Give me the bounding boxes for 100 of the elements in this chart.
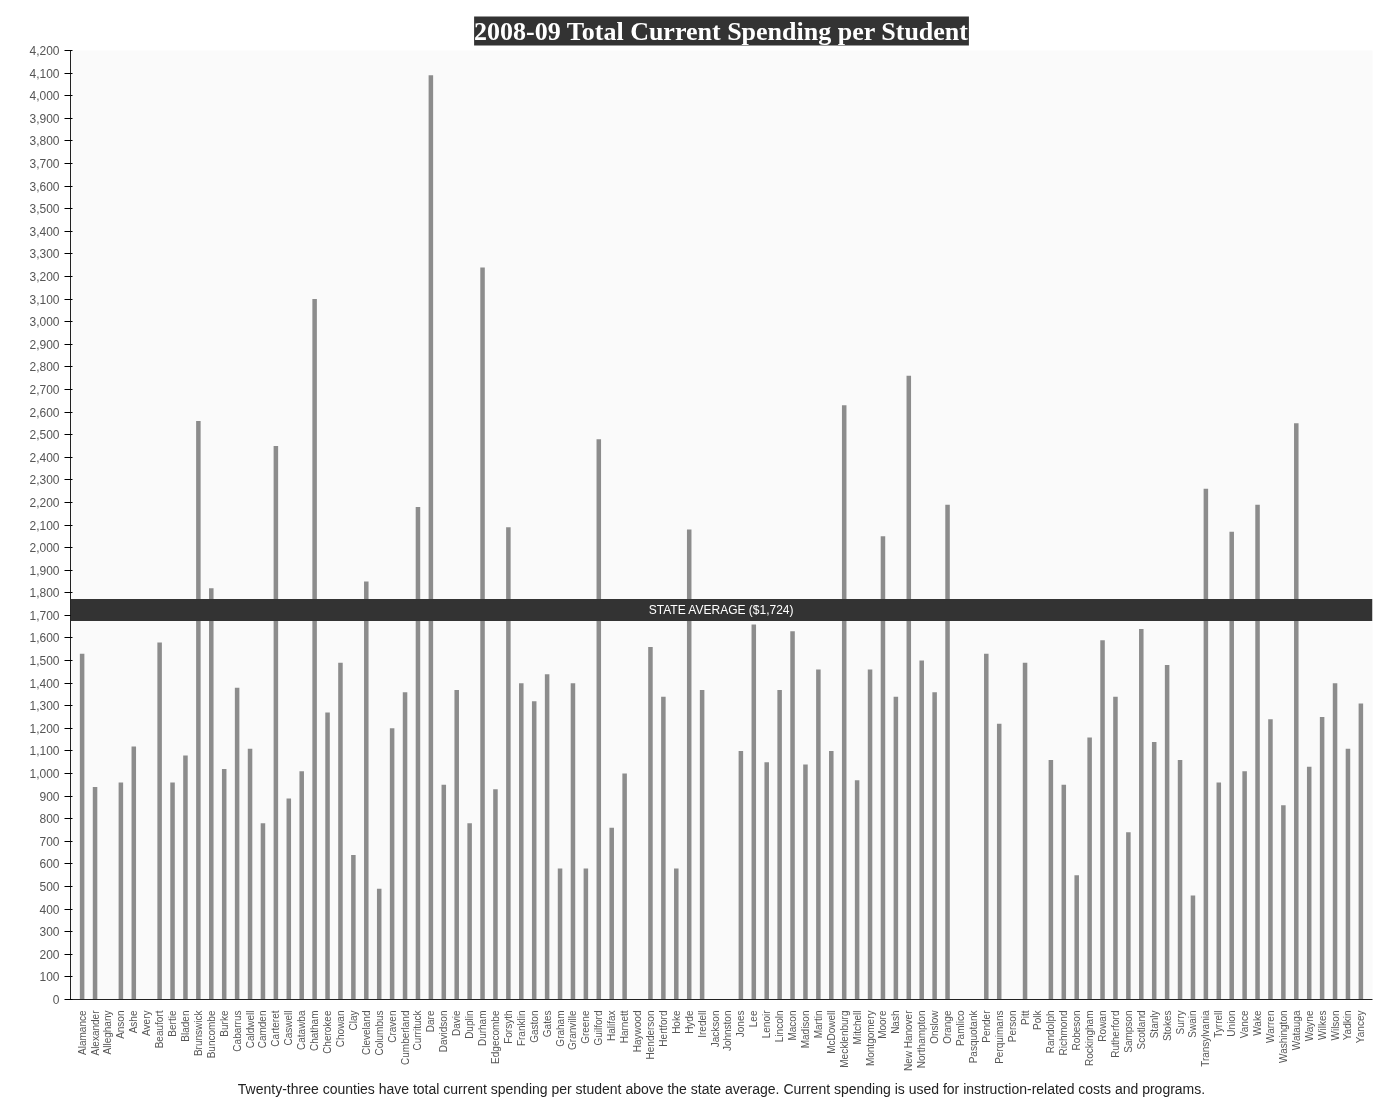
bar [945, 504, 950, 1000]
x-tick-label: Nash [890, 1010, 902, 1034]
bar [816, 669, 821, 1000]
x-tick-label: Tyrrell [1213, 1010, 1225, 1038]
y-tick-label: 2,600 [29, 405, 60, 420]
x-tick-label: Stokes [1161, 1010, 1173, 1042]
x-tick-label: Wake [1252, 1010, 1264, 1036]
bar [157, 642, 162, 1000]
bar [170, 782, 175, 1000]
bar [674, 868, 679, 1000]
x-tick-label: Franklin [515, 1010, 527, 1047]
bar [183, 755, 188, 1000]
x-tick-label: Moore [877, 1010, 889, 1039]
x-tick-label: Warren [1264, 1010, 1276, 1043]
x-tick-label: Cherokee [322, 1010, 334, 1054]
y-tick-label: 3,400 [29, 224, 60, 239]
y-tick-label: 800 [39, 812, 60, 827]
y-tick-label: 400 [39, 902, 60, 917]
x-tick-label: Rutherford [1109, 1010, 1121, 1058]
bar [493, 789, 498, 1000]
x-tick-label: Henderson [644, 1010, 656, 1060]
y-tick-label: 4,200 [29, 44, 60, 58]
chart-title: 2008-09 Total Current Spending per Student [474, 16, 969, 46]
y-tick-label: 500 [39, 880, 60, 895]
bar [609, 827, 614, 1000]
bar [196, 421, 201, 1000]
bar [1268, 719, 1273, 1000]
x-tick-label: Rowan [1097, 1010, 1109, 1042]
x-tick-label: Davidson [438, 1010, 450, 1053]
y-tick-label: 2,300 [29, 473, 60, 488]
y-tick-label: 2,400 [29, 450, 60, 465]
x-tick-label: Caldwell [244, 1010, 256, 1049]
y-tick-label: 3,100 [29, 292, 60, 307]
x-tick-label: Swain [1187, 1010, 1199, 1038]
y-tick-label: 200 [39, 947, 60, 962]
bar [312, 299, 317, 1000]
y-tick-label: 1,000 [29, 767, 60, 782]
y-tick-label: 1,500 [29, 654, 60, 669]
y-tick-label: 4,000 [29, 89, 60, 104]
bar [325, 712, 330, 1000]
y-tick-label: 3,700 [29, 156, 60, 171]
y-tick-label: 3,300 [29, 247, 60, 262]
y-tick-label: 2,100 [29, 518, 60, 533]
x-tick-label: Hertford [657, 1010, 669, 1047]
bar [1294, 423, 1299, 1000]
y-tick-label: 3,600 [29, 179, 60, 194]
x-tick-label: Columbus [373, 1010, 385, 1056]
y-tick-label: 0 [52, 993, 60, 1007]
y-tick-label: 2,700 [29, 382, 60, 397]
bar [984, 653, 989, 1000]
bar [480, 267, 485, 1000]
x-tick-label: Burke [218, 1010, 230, 1037]
bar [467, 823, 472, 1000]
x-tick-label: Gaston [528, 1010, 540, 1043]
x-tick-label: Gates [541, 1010, 553, 1038]
y-tick-label: 1,200 [29, 721, 60, 736]
x-tick-label: Beaufort [154, 1010, 166, 1049]
x-tick-label: Montgomery [864, 1010, 876, 1067]
bar [661, 696, 666, 1000]
x-tick-label: Guilford [593, 1010, 605, 1046]
x-tick-label: Granville [567, 1010, 579, 1050]
bar [1100, 640, 1105, 1000]
x-tick-label: Catawba [296, 1010, 308, 1050]
bar [454, 689, 459, 1000]
x-tick-label: Lee [748, 1010, 760, 1028]
x-tick-label: Davie [451, 1010, 463, 1037]
x-tick-label: Richmond [1058, 1010, 1070, 1056]
x-tick-label: Mecklenburg [838, 1010, 850, 1068]
bar [803, 764, 808, 1000]
bar [1113, 696, 1118, 1000]
x-tick-label: Anson [115, 1010, 127, 1039]
y-tick-label: 2,200 [29, 495, 60, 510]
x-tick-label: Lenoir [761, 1009, 773, 1039]
y-tick-label: 1,900 [29, 563, 60, 578]
x-tick-label: Robeson [1071, 1010, 1083, 1051]
x-tick-label: Bladen [179, 1010, 191, 1042]
y-tick-label: 3,800 [29, 134, 60, 149]
x-tick-label: Clay [347, 1010, 359, 1031]
bar [506, 527, 511, 1000]
x-tick-label: Cabarrus [231, 1010, 243, 1052]
bar [1255, 504, 1260, 1000]
x-tick-label: Iredell [696, 1010, 708, 1038]
y-tick-label: 1,300 [29, 699, 60, 714]
bar [338, 662, 343, 1000]
x-tick-label: Transylvania [1200, 1010, 1212, 1067]
x-tick-label: Mitchell [851, 1010, 863, 1045]
x-tick-label: Rockingham [1084, 1010, 1096, 1067]
x-tick-label: Duplin [464, 1010, 476, 1039]
x-tick-label: Pasquotank [967, 1009, 979, 1064]
x-tick-label: Cumberland [399, 1010, 411, 1065]
x-tick-label: Halifax [606, 1010, 618, 1042]
x-tick-label: Forsyth [502, 1010, 514, 1044]
x-tick-label: Lincoln [774, 1010, 786, 1043]
x-tick-label: Yancey [1355, 1010, 1367, 1044]
x-tick-label: Vance [1239, 1010, 1251, 1039]
y-tick-label: 600 [39, 857, 60, 872]
bar [777, 689, 782, 1000]
x-tick-label: Randolph [1045, 1010, 1057, 1054]
x-tick-label: Jones [735, 1010, 747, 1038]
x-tick-label: Pamlico [954, 1010, 966, 1047]
